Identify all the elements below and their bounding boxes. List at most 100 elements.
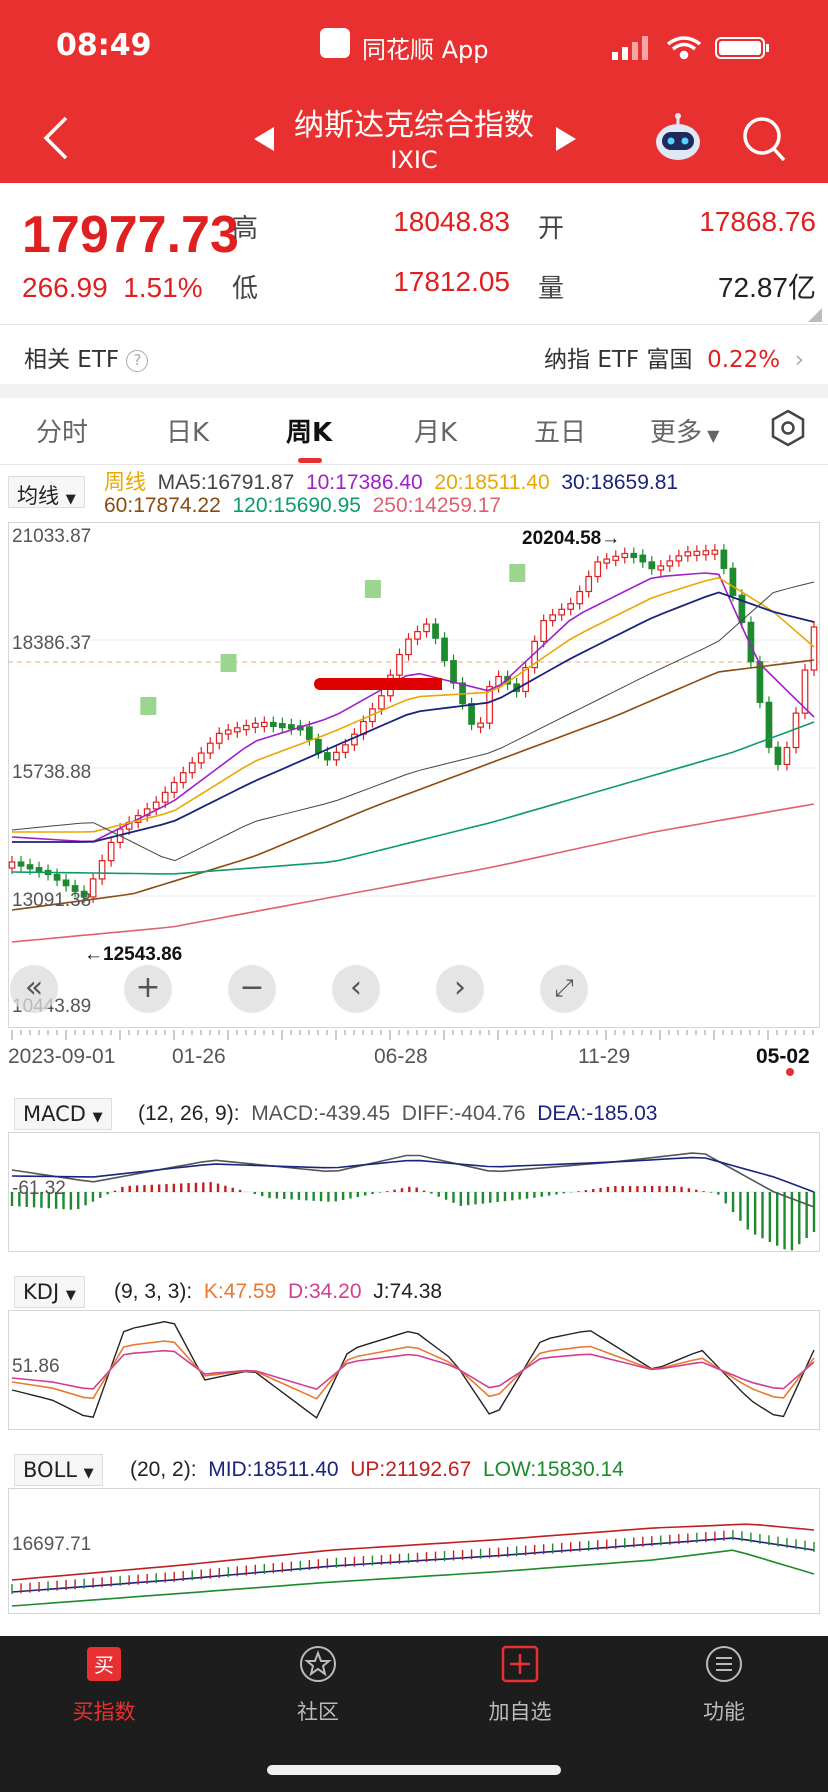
candle-body [26, 864, 34, 870]
active-tab-indicator [298, 458, 322, 463]
ma-legend-row2: 60:17874.22 120:15690.95 250:14259.17 [104, 494, 502, 517]
fullscreen-button[interactable]: ⤢ [540, 965, 588, 1013]
nine-turn-marker [220, 654, 237, 672]
ma30-line [12, 591, 815, 843]
high-annotation: 20204.58→ [522, 528, 621, 549]
scroll-left-button[interactable]: ‹ [332, 965, 380, 1013]
rewind-button[interactable]: « [10, 965, 58, 1013]
status-icons [612, 36, 769, 60]
y-axis-label-2: 18386.37 [12, 633, 92, 654]
section-gap [0, 384, 828, 398]
open-value: 17868.76 [699, 206, 816, 237]
boll-up-line [11, 1523, 815, 1581]
related-etf[interactable]: 相关 ETF ? [24, 340, 149, 374]
ma-legend-row1: 周线 MA5:16791.87 10:17386.40 20:18511.40 … [104, 471, 679, 494]
scroll-right-button[interactable]: › [436, 965, 484, 1013]
back-icon[interactable] [42, 116, 70, 160]
etf-link[interactable]: 纳指 ETF 富国 0.22% › [544, 347, 804, 373]
candle-body [278, 722, 286, 729]
divider [0, 324, 828, 325]
boll-chart[interactable] [8, 1488, 820, 1614]
x-label-3: 06-28 [374, 1045, 428, 1068]
x-label-1: 2023-09-01 [8, 1045, 116, 1068]
candle-body [80, 890, 88, 898]
j-line [11, 1320, 815, 1419]
tab-five-day[interactable]: 五日 [534, 418, 587, 448]
ma10-line [11, 572, 815, 843]
boll-axis: 16697.71 [12, 1534, 92, 1555]
macd-chart[interactable] [8, 1132, 820, 1252]
low-value: 17812.05 [393, 266, 510, 297]
candle-body [648, 561, 656, 570]
boll-mid-line [11, 1537, 815, 1593]
candle-body [89, 878, 97, 898]
candle-body [567, 603, 575, 610]
candle-body [233, 727, 241, 733]
candle-body [765, 701, 773, 748]
candle-body [549, 614, 557, 622]
search-icon[interactable] [742, 116, 788, 164]
ma-dropdown[interactable]: 均线 ▼ [8, 476, 85, 508]
candle-body [657, 565, 665, 571]
candle-body [107, 841, 115, 862]
candle-body [774, 746, 782, 766]
tab-daily-k[interactable]: 日K [166, 418, 210, 448]
candle-body [792, 712, 800, 749]
y-axis-top: 21033.87 [12, 526, 92, 547]
high-label: 高 [232, 214, 259, 244]
high-value: 18048.83 [393, 206, 510, 237]
tab-more[interactable]: 更多 ▼ [650, 418, 720, 448]
tab-monthly-k[interactable]: 月K [414, 418, 458, 448]
kdj-dropdown[interactable]: KDJ ▼ [14, 1276, 85, 1308]
nine-turn-marker [509, 564, 526, 582]
macd-legend: (12, 26, 9): MACD:-439.45 DIFF:-404.76 D… [138, 1102, 658, 1125]
robot-assistant-icon[interactable] [652, 112, 704, 164]
boll-dropdown[interactable]: BOLL ▼ [14, 1454, 103, 1486]
volume-label: 量 [538, 274, 565, 304]
prev-index-icon[interactable] [252, 126, 276, 152]
nine-turn-marker [364, 580, 381, 598]
kdj-axis: 51.86 [12, 1356, 60, 1377]
candle-body [251, 722, 259, 728]
candle-body [594, 561, 602, 578]
candle-body [720, 549, 728, 569]
ma20-line [12, 576, 815, 833]
k-line [11, 1340, 815, 1400]
boll-low-line [11, 1549, 815, 1607]
annotation-bar-cap [314, 678, 326, 690]
candle-body [224, 729, 232, 735]
tab-weekly-k[interactable]: 周K [286, 418, 333, 448]
candle-body [260, 721, 268, 728]
next-index-icon[interactable] [554, 126, 578, 152]
kdj-chart[interactable] [8, 1310, 820, 1430]
candle-body [531, 640, 539, 669]
candle-body [17, 861, 25, 867]
corner-mark-icon [808, 308, 822, 322]
kline-panel[interactable] [8, 522, 820, 1028]
index-code: IXIC [390, 146, 438, 174]
zoom-out-button[interactable]: − [228, 965, 276, 1013]
zoom-in-button[interactable]: + [124, 965, 172, 1013]
app-logo-icon [320, 28, 350, 58]
tab-intraday[interactable]: 分时 [36, 418, 89, 448]
candle-body [342, 744, 349, 753]
candle-body [143, 808, 151, 817]
current-dot [786, 1068, 794, 1076]
boll-legend: (20, 2): MID:18511.40 UP:21192.67 LOW:15… [130, 1458, 624, 1481]
candle-body [197, 752, 205, 764]
candle-body [35, 867, 43, 873]
x-label-5: 05-02 [756, 1045, 810, 1068]
help-icon[interactable]: ? [126, 349, 149, 372]
candle-body [450, 660, 457, 684]
ma120-line [11, 721, 815, 875]
candle-body [675, 555, 683, 562]
candle-body [269, 721, 277, 728]
macd-dropdown[interactable]: MACD ▼ [14, 1098, 112, 1130]
low-annotation: ←12543.86 [84, 944, 183, 965]
settings-icon[interactable] [768, 408, 808, 448]
kline-chart[interactable] [8, 522, 820, 1028]
kdj-legend: (9, 3, 3): K:47.59 D:34.20 J:74.38 [114, 1280, 443, 1303]
x-label-2: 01-26 [172, 1045, 226, 1068]
boll-panel[interactable] [8, 1488, 820, 1614]
kdj-panel[interactable] [8, 1310, 820, 1430]
